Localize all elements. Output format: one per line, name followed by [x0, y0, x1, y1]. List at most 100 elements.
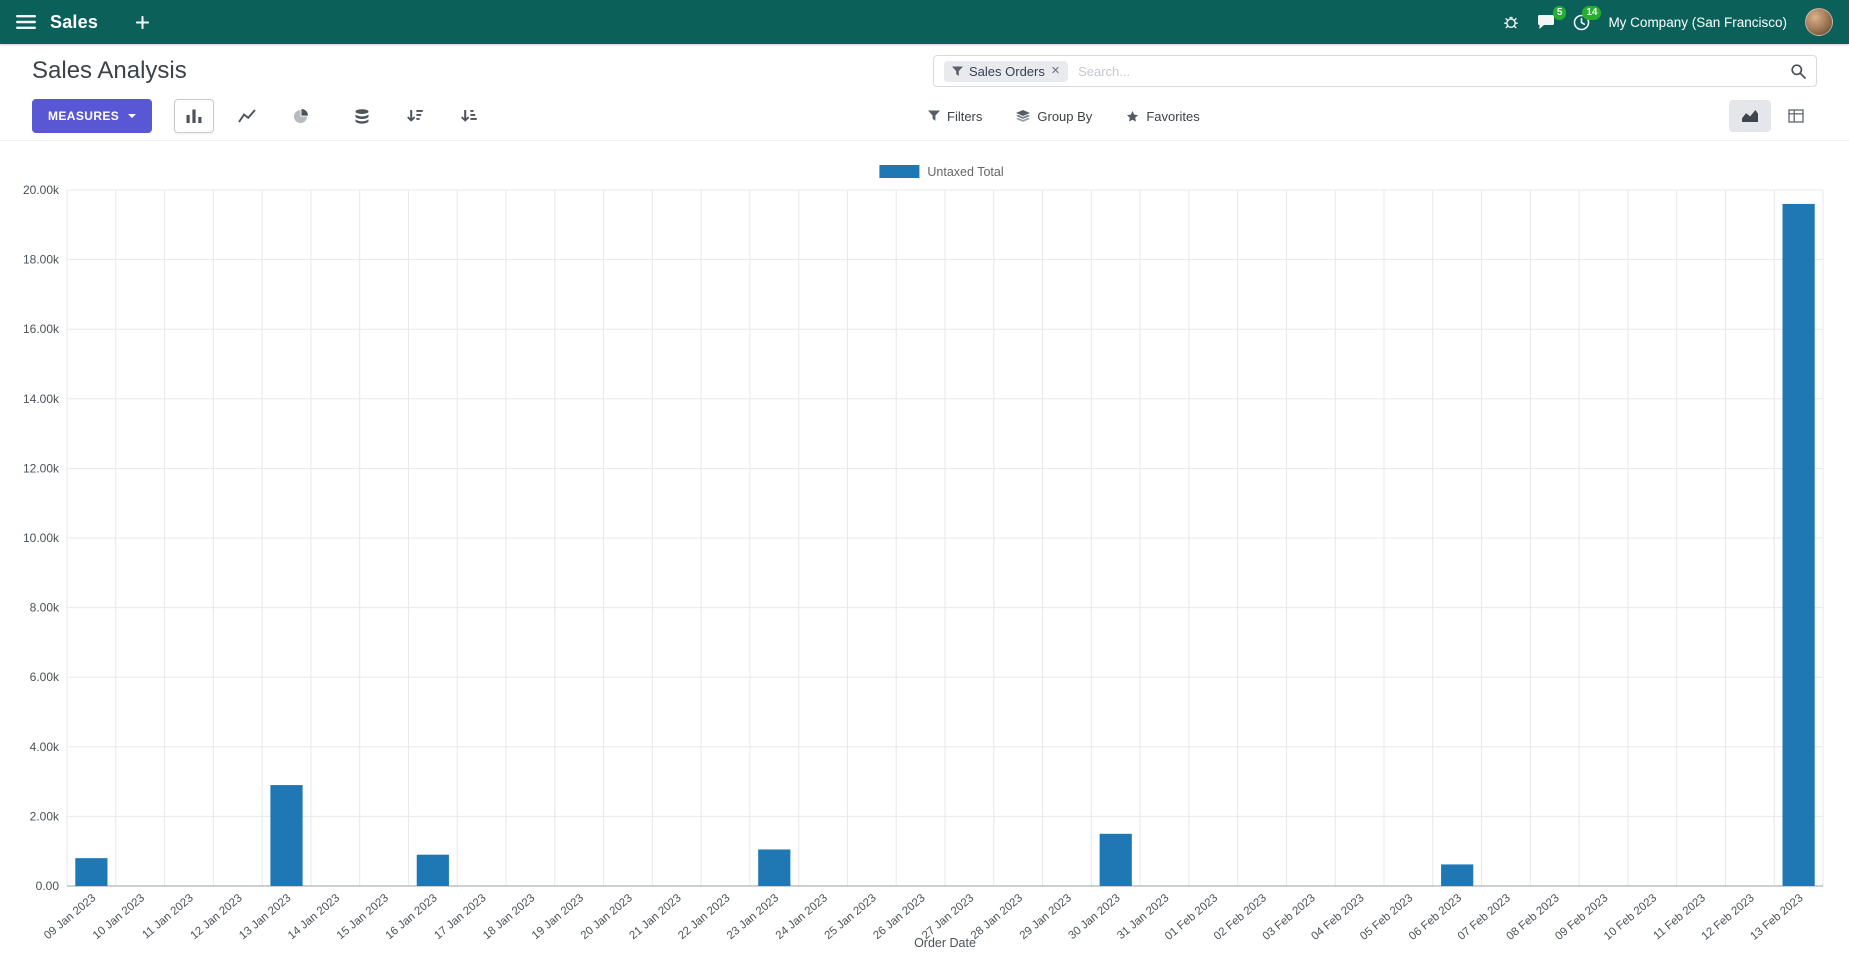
- x-tick-label: 15 Jan 2023: [335, 892, 391, 942]
- apps-menu-icon[interactable]: [16, 14, 36, 30]
- y-tick-label: 0.00: [36, 879, 60, 893]
- search-input[interactable]: [1076, 62, 1782, 80]
- graph-canvas[interactable]: 0.00 2.00k 4.00k 6.00k 8.00k 10.00k 12.00k 14.0…: [0, 141, 1849, 958]
- plus-icon[interactable]: [136, 15, 150, 29]
- x-tick-label: 19 Jan 2023: [530, 892, 586, 942]
- activities-badge: 14: [1582, 5, 1602, 20]
- y-tick-label: 6.00k: [30, 670, 60, 684]
- filters-button[interactable]: Filters: [928, 109, 982, 124]
- app-name[interactable]: Sales: [50, 11, 99, 32]
- measures-button[interactable]: MEASURES: [32, 99, 153, 133]
- x-tick-label: 21 Jan 2023: [627, 892, 683, 942]
- facet-remove-icon[interactable]: ✕: [1050, 64, 1061, 77]
- debug-bug-icon[interactable]: [1503, 14, 1519, 30]
- x-tick-label: 26 Jan 2023: [871, 892, 927, 942]
- layers-icon: [1016, 109, 1031, 123]
- bar-chart-button[interactable]: [174, 99, 215, 133]
- y-tick-label: 4.00k: [30, 740, 60, 754]
- x-tick-label: 13 Feb 2023: [1748, 892, 1805, 943]
- y-tick-label: 8.00k: [30, 601, 60, 615]
- x-tick-label: 09 Feb 2023: [1553, 892, 1610, 943]
- x-tick-label: 28 Jan 2023: [969, 892, 1025, 942]
- search-bar[interactable]: Sales Orders ✕: [933, 55, 1817, 87]
- user-avatar[interactable]: [1805, 8, 1833, 36]
- messages-icon[interactable]: 5: [1537, 6, 1567, 30]
- bar[interactable]: [416, 854, 449, 886]
- favorites-label: Favorites: [1146, 108, 1200, 124]
- x-axis-title: Order Date: [914, 936, 976, 950]
- line-chart-button[interactable]: [227, 99, 267, 133]
- x-tick-label: 24 Jan 2023: [774, 892, 830, 942]
- x-tick-label: 16 Jan 2023: [384, 892, 440, 942]
- x-tick-label: 02 Feb 2023: [1212, 892, 1269, 943]
- x-tick-label: 06 Feb 2023: [1407, 892, 1464, 943]
- activities-clock-icon[interactable]: 14: [1573, 5, 1602, 31]
- legend-label[interactable]: Untaxed Total: [927, 165, 1003, 179]
- bar[interactable]: [75, 858, 108, 886]
- filters-funnel-icon: [928, 110, 940, 122]
- x-tick-label: 27 Jan 2023: [920, 892, 976, 942]
- sort-descending-button[interactable]: [400, 107, 430, 125]
- search-icon[interactable]: [1790, 63, 1806, 79]
- y-tick-label: 2.00k: [30, 809, 60, 823]
- messages-badge: 5: [1552, 6, 1567, 20]
- x-tick-label: 13 Jan 2023: [237, 892, 293, 942]
- y-tick-label: 12.00k: [23, 461, 60, 475]
- x-tick-label: 29 Jan 2023: [1018, 892, 1074, 942]
- x-tick-label: 01 Feb 2023: [1163, 892, 1220, 943]
- y-tick-label: 16.00k: [23, 322, 60, 336]
- page-title: Sales Analysis: [32, 57, 187, 84]
- company-name[interactable]: My Company (San Francisco): [1608, 14, 1787, 30]
- x-tick-label: 20 Jan 2023: [579, 892, 635, 942]
- sort-ascending-button[interactable]: [454, 107, 484, 125]
- x-tick-label: 23 Jan 2023: [725, 892, 781, 942]
- favorites-button[interactable]: Favorites: [1126, 108, 1200, 124]
- search-options: Filters Group By Favorites: [928, 98, 1200, 134]
- x-tick-label: 12 Jan 2023: [188, 892, 244, 942]
- x-tick-label: 18 Jan 2023: [481, 892, 537, 942]
- y-tick-label: 10.00k: [23, 531, 60, 545]
- control-panel: Sales Analysis Sales Orders ✕ MEASURES: [0, 44, 1849, 141]
- search-facet[interactable]: Sales Orders ✕: [944, 60, 1069, 82]
- pivot-view-button[interactable]: [1775, 100, 1817, 132]
- legend-key[interactable]: [879, 165, 920, 178]
- x-tick-label: 04 Feb 2023: [1309, 892, 1366, 943]
- graph-view-button[interactable]: [1729, 100, 1771, 132]
- pie-chart-button[interactable]: [280, 99, 320, 133]
- group-by-label: Group By: [1037, 108, 1093, 124]
- bar[interactable]: [1782, 203, 1815, 887]
- filter-funnel-icon: [952, 65, 963, 77]
- chevron-down-icon: [128, 114, 137, 118]
- x-tick-label: 07 Feb 2023: [1456, 892, 1513, 943]
- x-tick-label: 17 Jan 2023: [432, 892, 488, 942]
- y-tick-label: 20.00k: [23, 183, 60, 197]
- x-tick-label: 30 Jan 2023: [1066, 892, 1122, 942]
- x-tick-label: 25 Jan 2023: [823, 892, 879, 942]
- sales-analysis-chart: 0.00 2.00k 4.00k 6.00k 8.00k 10.00k 12.00k 14.0…: [23, 165, 1824, 950]
- x-tick-label: 11 Jan 2023: [140, 892, 196, 941]
- view-switcher: [1729, 100, 1817, 132]
- x-tick-label: 14 Jan 2023: [286, 892, 342, 942]
- bar[interactable]: [1441, 864, 1474, 886]
- bar[interactable]: [270, 785, 303, 886]
- x-tick-label: 08 Feb 2023: [1504, 892, 1561, 943]
- x-tick-label: 05 Feb 2023: [1358, 892, 1415, 943]
- bar[interactable]: [1099, 833, 1132, 886]
- x-tick-label: 12 Feb 2023: [1700, 892, 1757, 943]
- top-navbar: Sales 5 14 My Company (San Francisco): [0, 0, 1849, 44]
- filters-label: Filters: [947, 108, 983, 124]
- stacked-toggle-button[interactable]: [348, 107, 376, 126]
- y-tick-label: 18.00k: [23, 253, 60, 267]
- group-by-button[interactable]: Group By: [1016, 109, 1092, 124]
- x-tick-label: 09 Jan 2023: [42, 892, 98, 942]
- x-tick-label: 10 Jan 2023: [91, 892, 147, 942]
- x-tick-label: 10 Feb 2023: [1602, 892, 1659, 943]
- bar[interactable]: [758, 849, 791, 886]
- y-tick-label: 14.00k: [23, 392, 60, 406]
- graph-tools: [348, 107, 484, 126]
- chart-type-group: [174, 99, 320, 133]
- x-tick-label: 22 Jan 2023: [676, 892, 732, 942]
- star-icon: [1126, 110, 1139, 123]
- x-tick-label: 03 Feb 2023: [1261, 892, 1318, 943]
- search-facet-label: Sales Orders: [969, 63, 1045, 79]
